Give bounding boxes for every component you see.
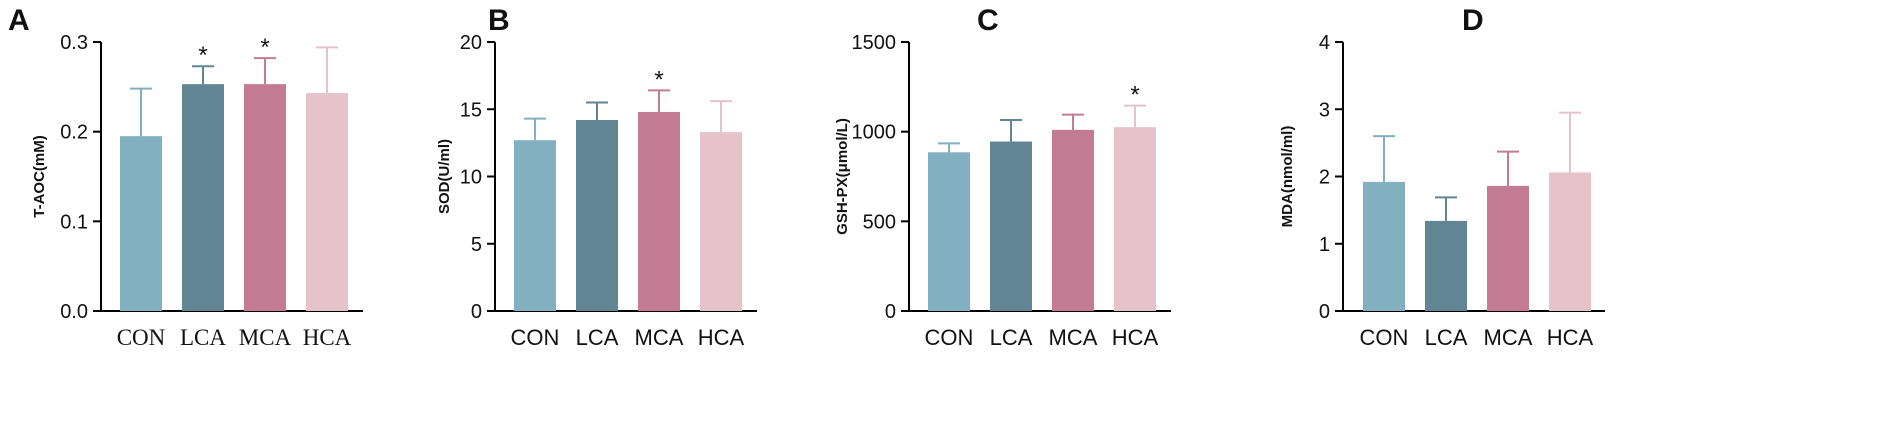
x-tick-label: LCA	[576, 325, 619, 350]
x-tick-label: HCA	[1112, 325, 1159, 350]
y-tick-label: 500	[863, 211, 896, 233]
bar-mca	[244, 84, 286, 311]
y-tick-label: 1500	[852, 32, 897, 54]
panel-a: A 0.0 0.1 0.2 0.3 T-AOC(mM) CON * LCA * MCA HCA	[8, 4, 363, 350]
y-tick-label: 15	[460, 99, 482, 121]
bar-hca	[306, 93, 348, 311]
y-tick-label: 0	[471, 301, 482, 323]
y-tick-label: 1	[1319, 234, 1330, 256]
x-tick-label: CON	[117, 325, 166, 350]
significance-marker: *	[654, 66, 663, 93]
bar-mca	[1052, 129, 1094, 311]
x-tick-label: HCA	[303, 325, 352, 350]
y-axis-label: SOD(U/ml)	[436, 139, 453, 214]
y-tick-label: 1000	[852, 122, 897, 144]
y-tick-label: 3	[1319, 99, 1330, 121]
bar-mca	[638, 111, 680, 311]
y-tick-label: 0.0	[60, 301, 88, 323]
bar-hca	[700, 132, 742, 311]
bar-con	[1363, 181, 1405, 311]
y-axis-label: MDA(nmol/ml)	[1279, 126, 1296, 228]
x-tick-label: LCA	[1425, 325, 1468, 350]
x-tick-label: CON	[1360, 325, 1409, 350]
y-tick-label: 0.1	[60, 211, 88, 233]
x-tick-label: MCA	[1049, 325, 1098, 350]
y-tick-label: 20	[460, 32, 482, 54]
bar-mca	[1487, 185, 1529, 311]
x-tick-label: MCA	[1484, 325, 1533, 350]
y-axis-label: GSH-PX(μmol/L)	[834, 118, 851, 235]
panel-d: D 0 1 2 3 4 MDA(nmol/ml) CON LCA MCA HCA	[1279, 4, 1605, 350]
x-tick-label: HCA	[698, 325, 745, 350]
bar-con	[120, 136, 162, 311]
bar-lca	[990, 141, 1032, 311]
panel-letter: C	[977, 4, 999, 37]
panel-c: C 0 500 1000 1500 GSH-PX(μmol/L) CON LCA MCA * HCA	[834, 4, 1171, 350]
panel-letter: B	[488, 4, 510, 37]
panel-letter: D	[1462, 4, 1484, 37]
x-tick-label: LCA	[180, 325, 226, 350]
y-tick-label: 0.2	[60, 122, 88, 144]
y-axis-label: T-AOC(mM)	[31, 135, 48, 218]
significance-marker: *	[260, 34, 269, 61]
y-tick-label: 5	[471, 234, 482, 256]
bar-lca	[576, 120, 618, 311]
bar-hca	[1114, 127, 1156, 311]
panel-letter: A	[8, 4, 30, 37]
bar-con	[928, 152, 970, 311]
x-tick-label: MCA	[635, 325, 684, 350]
y-tick-label: 10	[460, 167, 482, 189]
bar-lca	[182, 84, 224, 311]
panel-b: B 0 5 10 15 20 SOD(U/ml) CON LCA * MCA HCA	[436, 4, 757, 350]
y-tick-label: 2	[1319, 167, 1330, 189]
significance-marker: *	[1130, 82, 1139, 109]
y-tick-label: 0	[1319, 301, 1330, 323]
y-tick-label: 4	[1319, 32, 1330, 54]
y-tick-label: 0	[885, 301, 896, 323]
bar-hca	[1549, 172, 1591, 311]
x-tick-label: LCA	[990, 325, 1033, 350]
x-tick-label: CON	[511, 325, 560, 350]
x-tick-label: HCA	[1547, 325, 1594, 350]
bar-con	[514, 140, 556, 311]
significance-marker: *	[198, 42, 207, 69]
x-tick-label: MCA	[239, 325, 292, 350]
x-tick-label: CON	[925, 325, 974, 350]
bar-lca	[1425, 220, 1467, 311]
y-tick-label: 0.3	[60, 32, 88, 54]
